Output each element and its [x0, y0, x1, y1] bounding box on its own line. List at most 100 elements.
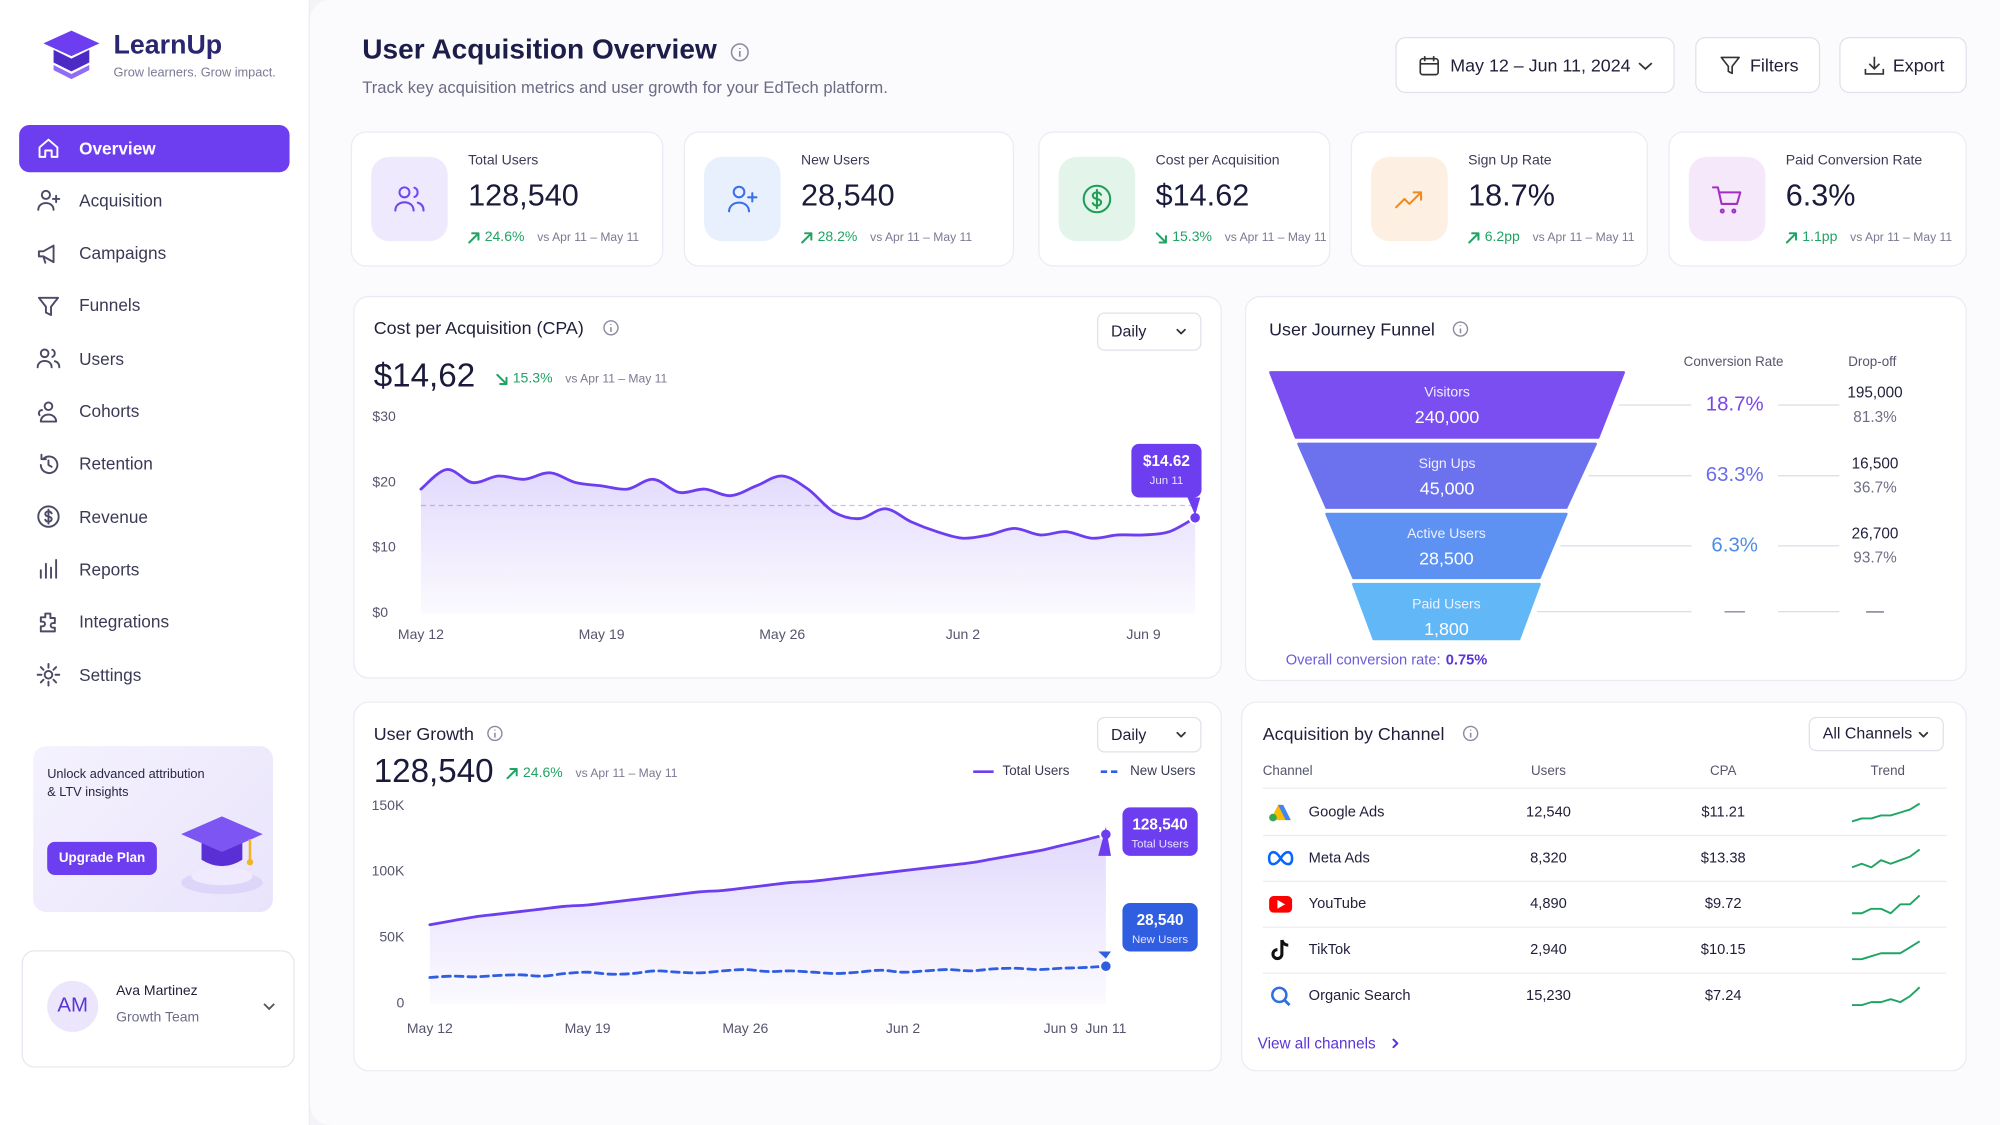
conversion-rate: 6.3% — [1711, 534, 1757, 556]
sparkline — [1852, 894, 1921, 915]
tooltip-value: 28,540 — [1137, 912, 1184, 929]
channel-cpa: $10.15 — [1701, 942, 1746, 958]
nav-label: Integrations — [79, 612, 170, 632]
filters-label: Filters — [1750, 54, 1799, 76]
link[interactable]: View all channels — [1258, 1034, 1402, 1052]
column-header: Channel — [1263, 763, 1313, 778]
dropoff-value: — — [1866, 600, 1884, 620]
user-name: Ava Martinez — [116, 983, 198, 999]
channel-name: Meta Ads — [1309, 850, 1370, 866]
icon — [39, 559, 58, 580]
change-row: 24.6% vs Apr 11 – May 11 — [468, 230, 639, 245]
nav-icon — [39, 559, 58, 580]
kpi-label: Total Users — [468, 153, 539, 169]
channel-users: 12,540 — [1526, 804, 1571, 820]
nav-item[interactable]: Funnels — [19, 282, 289, 329]
export-button[interactable]: Export — [1839, 36, 1967, 94]
legend-label: Total Users — [1003, 763, 1070, 778]
stage-name: Visitors — [1424, 384, 1470, 400]
nav-item[interactable]: Integrations — [19, 598, 289, 645]
sparkline — [1852, 940, 1921, 961]
nav-item[interactable]: Revenue — [19, 493, 289, 540]
icon — [1176, 328, 1186, 335]
search-icon — [1283, 999, 1291, 1007]
x-tick-label: Jun 11 — [1085, 1020, 1126, 1036]
y-tick-label: 100K — [372, 863, 405, 879]
change-value: 15.3% — [512, 371, 553, 387]
stage-name: Sign Ups — [1419, 455, 1476, 471]
nav-item[interactable]: Reports — [19, 546, 289, 593]
tooltip-pointer — [1187, 497, 1201, 516]
nav-label: Overview — [79, 138, 156, 158]
tooltip-box — [1122, 903, 1198, 952]
sparkline — [1852, 986, 1921, 1007]
channel-users: 8,320 — [1530, 850, 1567, 866]
nav-item[interactable]: Overview — [19, 124, 290, 172]
nav-item[interactable]: Cohorts — [19, 388, 289, 435]
logo — [43, 30, 100, 80]
nav-item[interactable]: Users — [19, 335, 289, 382]
channel-name: TikTok — [1309, 942, 1351, 958]
info-circle — [1452, 321, 1469, 337]
filters-button[interactable]: Filters — [1695, 36, 1821, 94]
change-compare: vs Apr 11 – May 11 — [537, 230, 640, 245]
nav-icon — [38, 400, 58, 422]
dropoff-value: 16,500 — [1852, 455, 1899, 472]
kpi-icon-bg — [371, 156, 448, 242]
funnel-stage — [1352, 582, 1541, 641]
icon — [38, 138, 59, 158]
x-tick-label: May 26 — [722, 1020, 768, 1036]
change-arrow — [468, 231, 480, 243]
nav-item[interactable]: Acquisition — [19, 177, 289, 224]
user-card[interactable] — [21, 950, 295, 1068]
funnel-stage — [1269, 371, 1625, 439]
change-value: 24.6% — [484, 229, 525, 245]
nav-icon — [37, 244, 55, 264]
line — [428, 833, 1108, 927]
chevron-path — [263, 1003, 275, 1011]
icon — [468, 231, 480, 243]
nav-item[interactable]: Campaigns — [19, 230, 289, 277]
nav-label: Revenue — [79, 507, 149, 527]
dropdown[interactable]: Daily — [1096, 312, 1202, 351]
meta-icon — [1267, 850, 1294, 866]
brand-tagline: Grow learners. Grow impact. — [113, 66, 276, 81]
date-picker[interactable]: May 12 – Jun 11, 2024 — [1395, 36, 1675, 94]
info-circle — [730, 43, 749, 62]
promo-text: Unlock advanced attribution & LTV insigh… — [47, 767, 205, 800]
overall-row: Overall conversion rate: 0.75% — [1286, 653, 1488, 668]
stage-value: 240,000 — [1415, 407, 1480, 427]
funnel-header: Conversion Rate — [1683, 354, 1784, 370]
channel-card — [1241, 701, 1967, 1072]
dropdown[interactable]: All Channels — [1808, 716, 1944, 752]
nav-item[interactable]: Settings — [19, 651, 289, 698]
channel-cpa: $13.38 — [1701, 850, 1746, 866]
nav-icon — [36, 348, 61, 369]
nav-label: Settings — [79, 665, 142, 685]
icon — [36, 348, 61, 369]
x-tick-label: Jun 9 — [1126, 626, 1160, 642]
cap-top — [181, 816, 263, 853]
channel-cpa: $11.21 — [1701, 804, 1745, 820]
dropdown[interactable]: Daily — [1096, 716, 1202, 753]
channel-users: 2,940 — [1530, 942, 1567, 958]
x-tick-label: May 19 — [579, 626, 625, 642]
change-value: 24.6% — [522, 765, 563, 781]
nav-item[interactable]: Retention — [19, 440, 289, 487]
x-tick-label: May 19 — [565, 1020, 611, 1036]
change-row: 6.2pp vs Apr 11 – May 11 — [1468, 230, 1635, 245]
cap-illustration — [181, 816, 263, 895]
dropoff-value: 195,000 — [1847, 385, 1902, 402]
icon — [1785, 231, 1798, 243]
dropoff-pct: 36.7% — [1853, 480, 1897, 497]
change-row: 1.1pp vs Apr 11 – May 11 — [1785, 230, 1952, 245]
export-label: Export — [1892, 54, 1945, 76]
icon — [37, 190, 61, 212]
upgrade-button[interactable]: Upgrade Plan — [47, 841, 157, 875]
conversion-rate: 63.3% — [1706, 464, 1764, 486]
big-value: 128,540 — [373, 751, 494, 790]
page-subtitle: Track key acquisition metrics and user g… — [362, 77, 888, 97]
icon — [37, 505, 60, 528]
icon — [394, 186, 425, 212]
